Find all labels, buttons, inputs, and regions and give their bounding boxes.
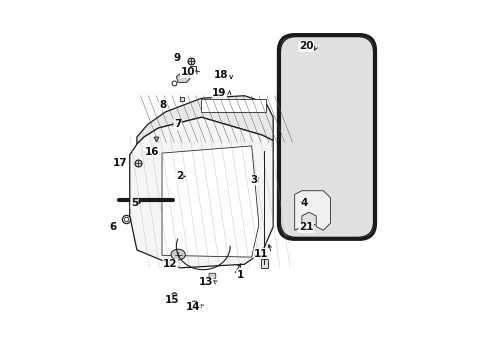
Text: 12: 12 bbox=[163, 259, 177, 269]
Text: 4: 4 bbox=[300, 198, 307, 208]
Text: 14: 14 bbox=[185, 302, 200, 312]
Ellipse shape bbox=[171, 249, 185, 260]
Text: 8: 8 bbox=[159, 100, 166, 110]
Polygon shape bbox=[176, 72, 190, 82]
Text: 3: 3 bbox=[250, 175, 257, 185]
FancyBboxPatch shape bbox=[208, 273, 215, 278]
Polygon shape bbox=[129, 117, 273, 268]
Text: 21: 21 bbox=[298, 222, 313, 232]
Polygon shape bbox=[294, 191, 330, 230]
Text: 16: 16 bbox=[145, 147, 160, 157]
Text: 15: 15 bbox=[164, 295, 179, 305]
Text: 5: 5 bbox=[131, 198, 138, 208]
FancyBboxPatch shape bbox=[278, 35, 375, 239]
Polygon shape bbox=[162, 146, 258, 257]
Text: 17: 17 bbox=[113, 158, 127, 168]
Bar bbox=[190, 66, 196, 71]
Text: 20: 20 bbox=[298, 41, 313, 51]
Text: 6: 6 bbox=[109, 222, 116, 231]
Text: 13: 13 bbox=[198, 277, 212, 287]
Bar bbox=[201, 99, 265, 112]
Text: 9: 9 bbox=[174, 53, 181, 63]
Polygon shape bbox=[137, 96, 273, 144]
Text: 2: 2 bbox=[175, 171, 183, 181]
Text: 18: 18 bbox=[213, 70, 228, 80]
Text: 1: 1 bbox=[236, 270, 244, 280]
Text: 19: 19 bbox=[212, 88, 226, 98]
Text: 10: 10 bbox=[180, 67, 195, 77]
Bar bbox=[260, 259, 267, 268]
Text: 11: 11 bbox=[253, 248, 268, 258]
Text: 7: 7 bbox=[174, 120, 181, 129]
